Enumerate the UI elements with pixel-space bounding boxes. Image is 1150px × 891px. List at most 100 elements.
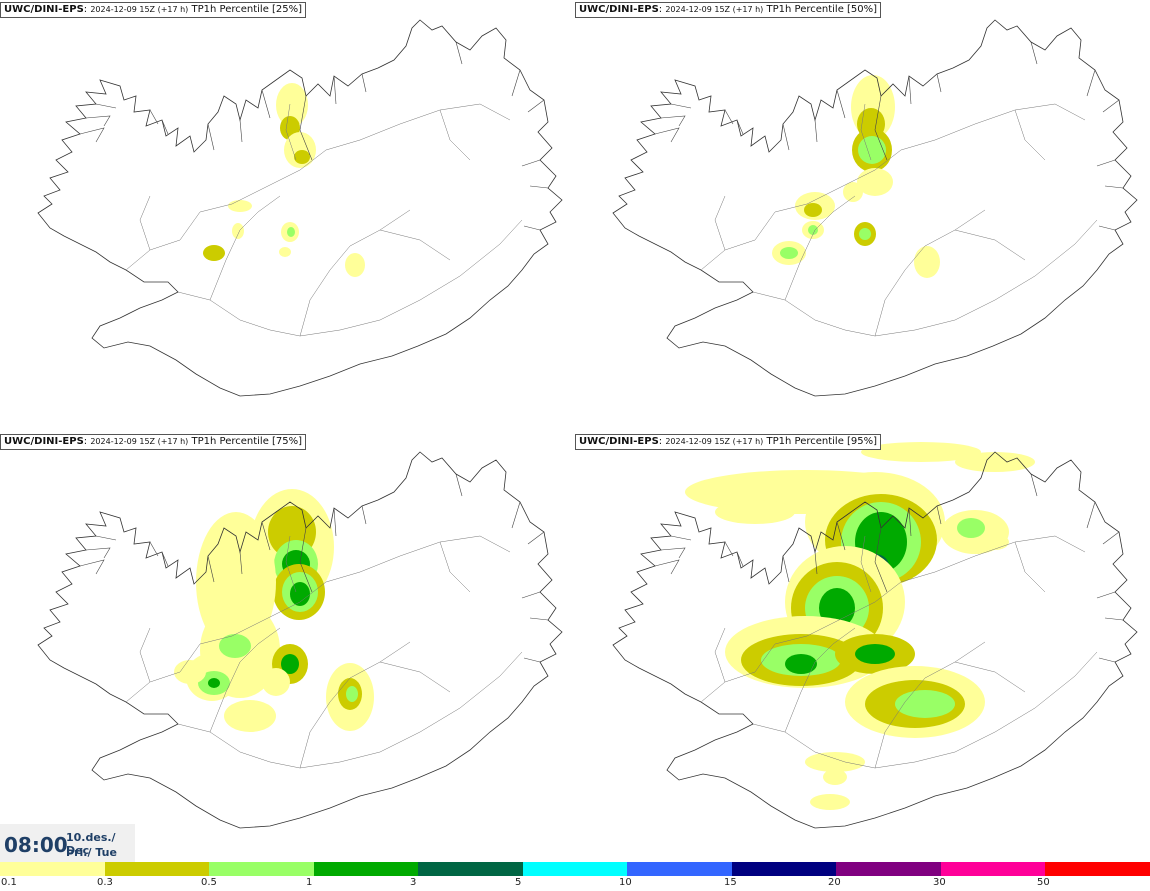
precip-area [805,752,865,772]
road-line [139,195,151,251]
legend-tick-label: 50 [1037,877,1050,888]
fjord-line [836,521,846,551]
precip-field [772,75,940,278]
iceland-map [37,451,563,829]
legend-swatch [209,862,314,876]
precip-area [346,686,358,702]
fjord-line [670,535,692,541]
run-info: 2024-12-09 15Z (+17 h) [665,5,764,14]
precip-area [955,452,1035,472]
precip-area [810,794,850,810]
product-name: TP1h Percentile [75%] [191,436,303,447]
fjord-line [361,73,367,93]
precip-area [715,500,795,524]
fjord-line [670,103,692,109]
fjord-line [908,75,912,105]
coastline [612,451,1138,829]
legend-tick-label: 1 [306,877,313,888]
coastline [612,19,1138,397]
precip-area [262,668,290,696]
valid-date: 10.des./ Dec [66,831,116,857]
fjord-line [874,95,888,161]
legend-swatch [940,862,1046,876]
fjord-line [261,521,271,551]
legend-tick-label: 15 [724,877,737,888]
fjord-line [874,527,888,593]
legend-swatch [0,862,105,876]
road-line [1014,109,1046,161]
legend-swatch [836,862,941,876]
precip-area [981,534,1009,550]
road-line [209,627,281,733]
fjord-line [239,119,243,143]
precip-area [345,253,365,277]
road-line [860,535,872,593]
precip-field [174,489,374,732]
legend-tick-label: 0.5 [201,877,217,888]
road-line [139,627,151,683]
fjord-line [511,501,521,529]
fjord-line [333,75,337,105]
fjord-line [527,531,545,545]
precip-field [203,83,365,277]
fjord-line [1086,501,1096,529]
fjord-line [85,115,111,127]
precip-area [203,245,225,261]
run-info: 2024-12-09 15Z (+17 h) [90,437,189,446]
fjord-line [908,507,912,537]
road-line [784,627,856,733]
precip-area [281,654,299,674]
model-name: UWC/DINI-EPS [579,4,659,15]
legend-tick-label: 5 [515,877,522,888]
map-panel-p50: UWC/DINI-EPS: 2024-12-09 15Z (+17 h) TP1… [575,0,1150,432]
fjord-line [1030,473,1038,497]
precip-area [219,634,251,658]
precip-area [855,644,895,664]
precip-area [843,182,863,202]
fjord-line [836,89,846,119]
precip-area [232,223,244,239]
road-line [700,103,1086,271]
fjord-line [161,551,169,567]
fjord-line [782,123,790,151]
fjord-line [299,527,313,593]
fjord-line [1098,225,1116,231]
road-line [752,651,1098,769]
road-line [379,229,451,261]
precip-area [785,654,817,674]
fjord-line [1096,159,1116,167]
fjord-line [455,473,463,497]
precip-area [294,150,310,164]
fjord-line [361,505,367,525]
legend-swatch [313,862,419,876]
road-line [177,219,523,337]
precip-area [857,168,893,196]
road-line [874,209,986,337]
legend-swatch [627,862,732,876]
precip-color-legend: 0.1 0.3 0.5 1 3 5 10 15 20 30 50 [0,862,1150,891]
precip-area [290,582,310,606]
road-line [874,641,986,769]
legend-swatch [104,862,210,876]
precip-area [780,247,798,259]
fjord-line [814,119,818,143]
panel-title: UWC/DINI-EPS: 2024-12-09 15Z (+17 h) TP1… [0,2,307,18]
precip-area [808,225,818,235]
precip-area [279,247,291,257]
fjord-line [149,109,159,125]
run-info: 2024-12-09 15Z (+17 h) [90,5,189,14]
road-line [439,109,471,161]
legend-tick-label: 10 [619,877,632,888]
fjord-line [1030,41,1038,65]
road-line [714,627,726,683]
precip-area [895,690,955,718]
panel-title: UWC/DINI-EPS: 2024-12-09 15Z (+17 h) TP1… [575,434,882,450]
legend-tick-label: 30 [933,877,946,888]
fjord-line [1086,69,1096,97]
fjord-line [511,69,521,97]
panel-title: UWC/DINI-EPS: 2024-12-09 15Z (+17 h) TP1… [0,434,307,450]
legend-tick-label: 0.3 [97,877,113,888]
precip-area [174,660,206,684]
fjord-line [1102,531,1120,545]
road-line [299,641,411,769]
